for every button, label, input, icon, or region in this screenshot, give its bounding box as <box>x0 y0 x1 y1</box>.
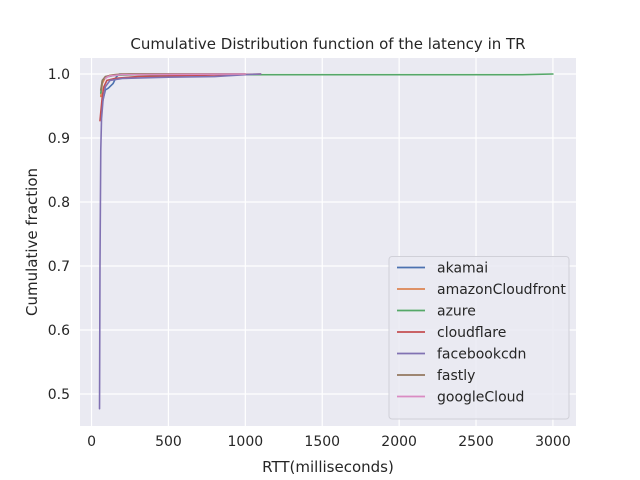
legend-label-googleCloud: googleCloud <box>437 390 524 406</box>
x-tick-label: 1500 <box>304 434 340 450</box>
legend-box <box>388 256 570 420</box>
x-tick-label: 0 <box>87 434 96 450</box>
legend-label-facebookcdn: facebookcdn <box>437 347 526 363</box>
x-tick-label: 3000 <box>535 434 571 450</box>
series-line-cloudflare <box>99 73 262 122</box>
legend-label-akamai: akamai <box>437 261 488 277</box>
y-tick-label: 1.0 <box>48 67 70 83</box>
legend-label-fastly: fastly <box>437 368 475 384</box>
chart-title: Cumulative Distribution function of the … <box>130 35 525 53</box>
x-tick-label: 2000 <box>381 434 417 450</box>
x-tick-label: 2500 <box>458 434 494 450</box>
series-line-googleCloud <box>104 73 247 80</box>
x-tick-label: 500 <box>155 434 182 450</box>
x-tick-label: 1000 <box>228 434 264 450</box>
y-tick-label: 0.6 <box>48 323 70 339</box>
x-axis-ticks: 0 500 1000 1500 2000 2500 3000 <box>87 434 571 450</box>
series-layer <box>98 73 554 410</box>
y-tick-label: 0.7 <box>48 259 70 275</box>
legend-label-amazonCloudfront: amazonCloudfront <box>437 282 566 298</box>
legend-label-azure: azure <box>437 304 476 320</box>
y-tick-label: 0.8 <box>48 195 70 211</box>
y-tick-label: 0.9 <box>48 131 70 147</box>
x-axis-label: RTT(milliseconds) <box>262 458 394 476</box>
y-axis-ticks: 0.5 0.6 0.7 0.8 0.9 1.0 <box>48 67 70 403</box>
y-tick-label: 0.5 <box>48 387 70 403</box>
legend: akamai amazonCloudfront azure cloudflare fac… <box>388 256 570 420</box>
y-axis-label: Cumulative fraction <box>23 168 41 316</box>
series-line-facebookcdn <box>98 73 262 410</box>
legend-label-cloudflare: cloudflare <box>437 325 506 341</box>
